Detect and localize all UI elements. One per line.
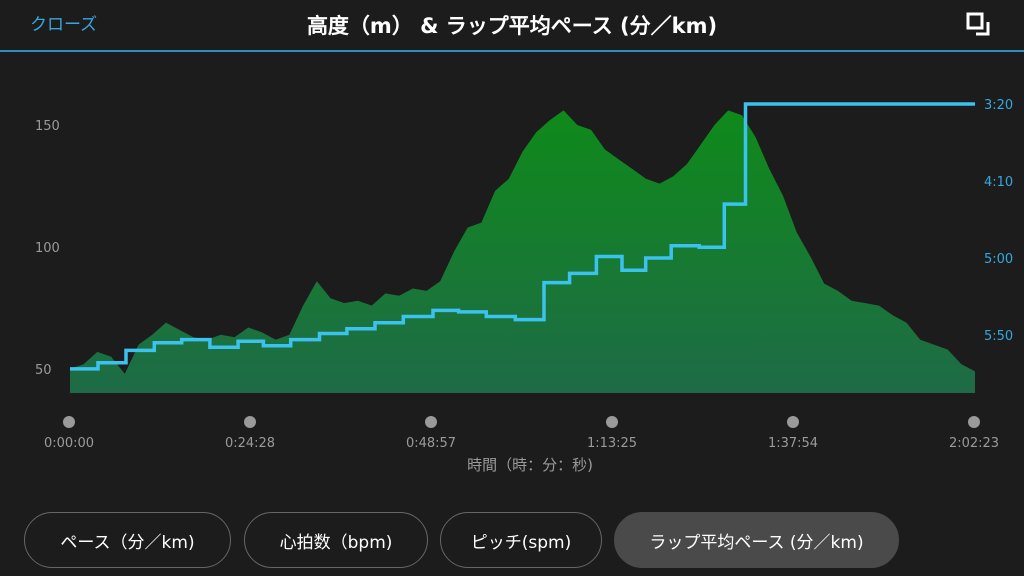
top-bar: クローズ 高度（m） & ラップ平均ペース (分／km)	[0, 0, 1024, 52]
x-tick-dot	[425, 416, 437, 428]
x-tick-dot	[244, 416, 256, 428]
x-tick-label: 2:02:23	[949, 436, 999, 451]
close-button[interactable]: クローズ	[30, 15, 98, 35]
elevation-tick-label: 150	[35, 119, 60, 134]
x-axis-label: 時間（時：分：秒)	[467, 456, 593, 474]
x-tick-label: 1:13:25	[587, 436, 637, 451]
elevation-tick-label: 100	[35, 241, 60, 256]
pace-tick-label: 3:20	[984, 98, 1013, 113]
elevation-tick-label: 50	[35, 363, 52, 378]
tab-cadence-label: ピッチ(spm)	[470, 532, 572, 553]
tab-lap-average-pace-label: ラップ平均ペース (分／km)	[649, 532, 864, 553]
x-tick-dot	[787, 416, 799, 428]
x-tick-label: 1:37:54	[768, 436, 818, 451]
x-tick-dot	[968, 416, 980, 428]
elevation-area	[70, 110, 975, 394]
tab-lap-average-pace[interactable]: ラップ平均ペース (分／km)	[614, 512, 899, 568]
tab-pace[interactable]: ペース（分／km)	[24, 512, 231, 568]
pace-tick-label: 5:50	[984, 329, 1013, 344]
tab-heart-rate-label: 心拍数（bpm)	[279, 532, 393, 553]
tab-heart-rate[interactable]: 心拍数（bpm)	[244, 512, 428, 568]
x-tick-label: 0:24:28	[225, 436, 275, 451]
lap-pace-line	[70, 102, 975, 371]
x-tick-dot	[606, 416, 618, 428]
tab-pace-label: ペース（分／km)	[60, 532, 195, 553]
elevation-pace-chart: 50 100 150 3:20 4:10 5:00 5:50 0:00:00 0:24:28 0:…	[35, 98, 1013, 474]
tab-cadence[interactable]: ピッチ(spm)	[440, 512, 602, 568]
x-tick-label: 0:00:00	[44, 436, 94, 451]
expand-icon[interactable]	[966, 12, 994, 40]
x-tick-label: 0:48:57	[406, 436, 456, 451]
pace-tick-label: 4:10	[984, 175, 1013, 190]
pace-tick-label: 5:00	[984, 252, 1013, 267]
x-tick-dot	[63, 416, 75, 428]
chart-title: 高度（m） & ラップ平均ペース (分／km)	[306, 14, 718, 38]
